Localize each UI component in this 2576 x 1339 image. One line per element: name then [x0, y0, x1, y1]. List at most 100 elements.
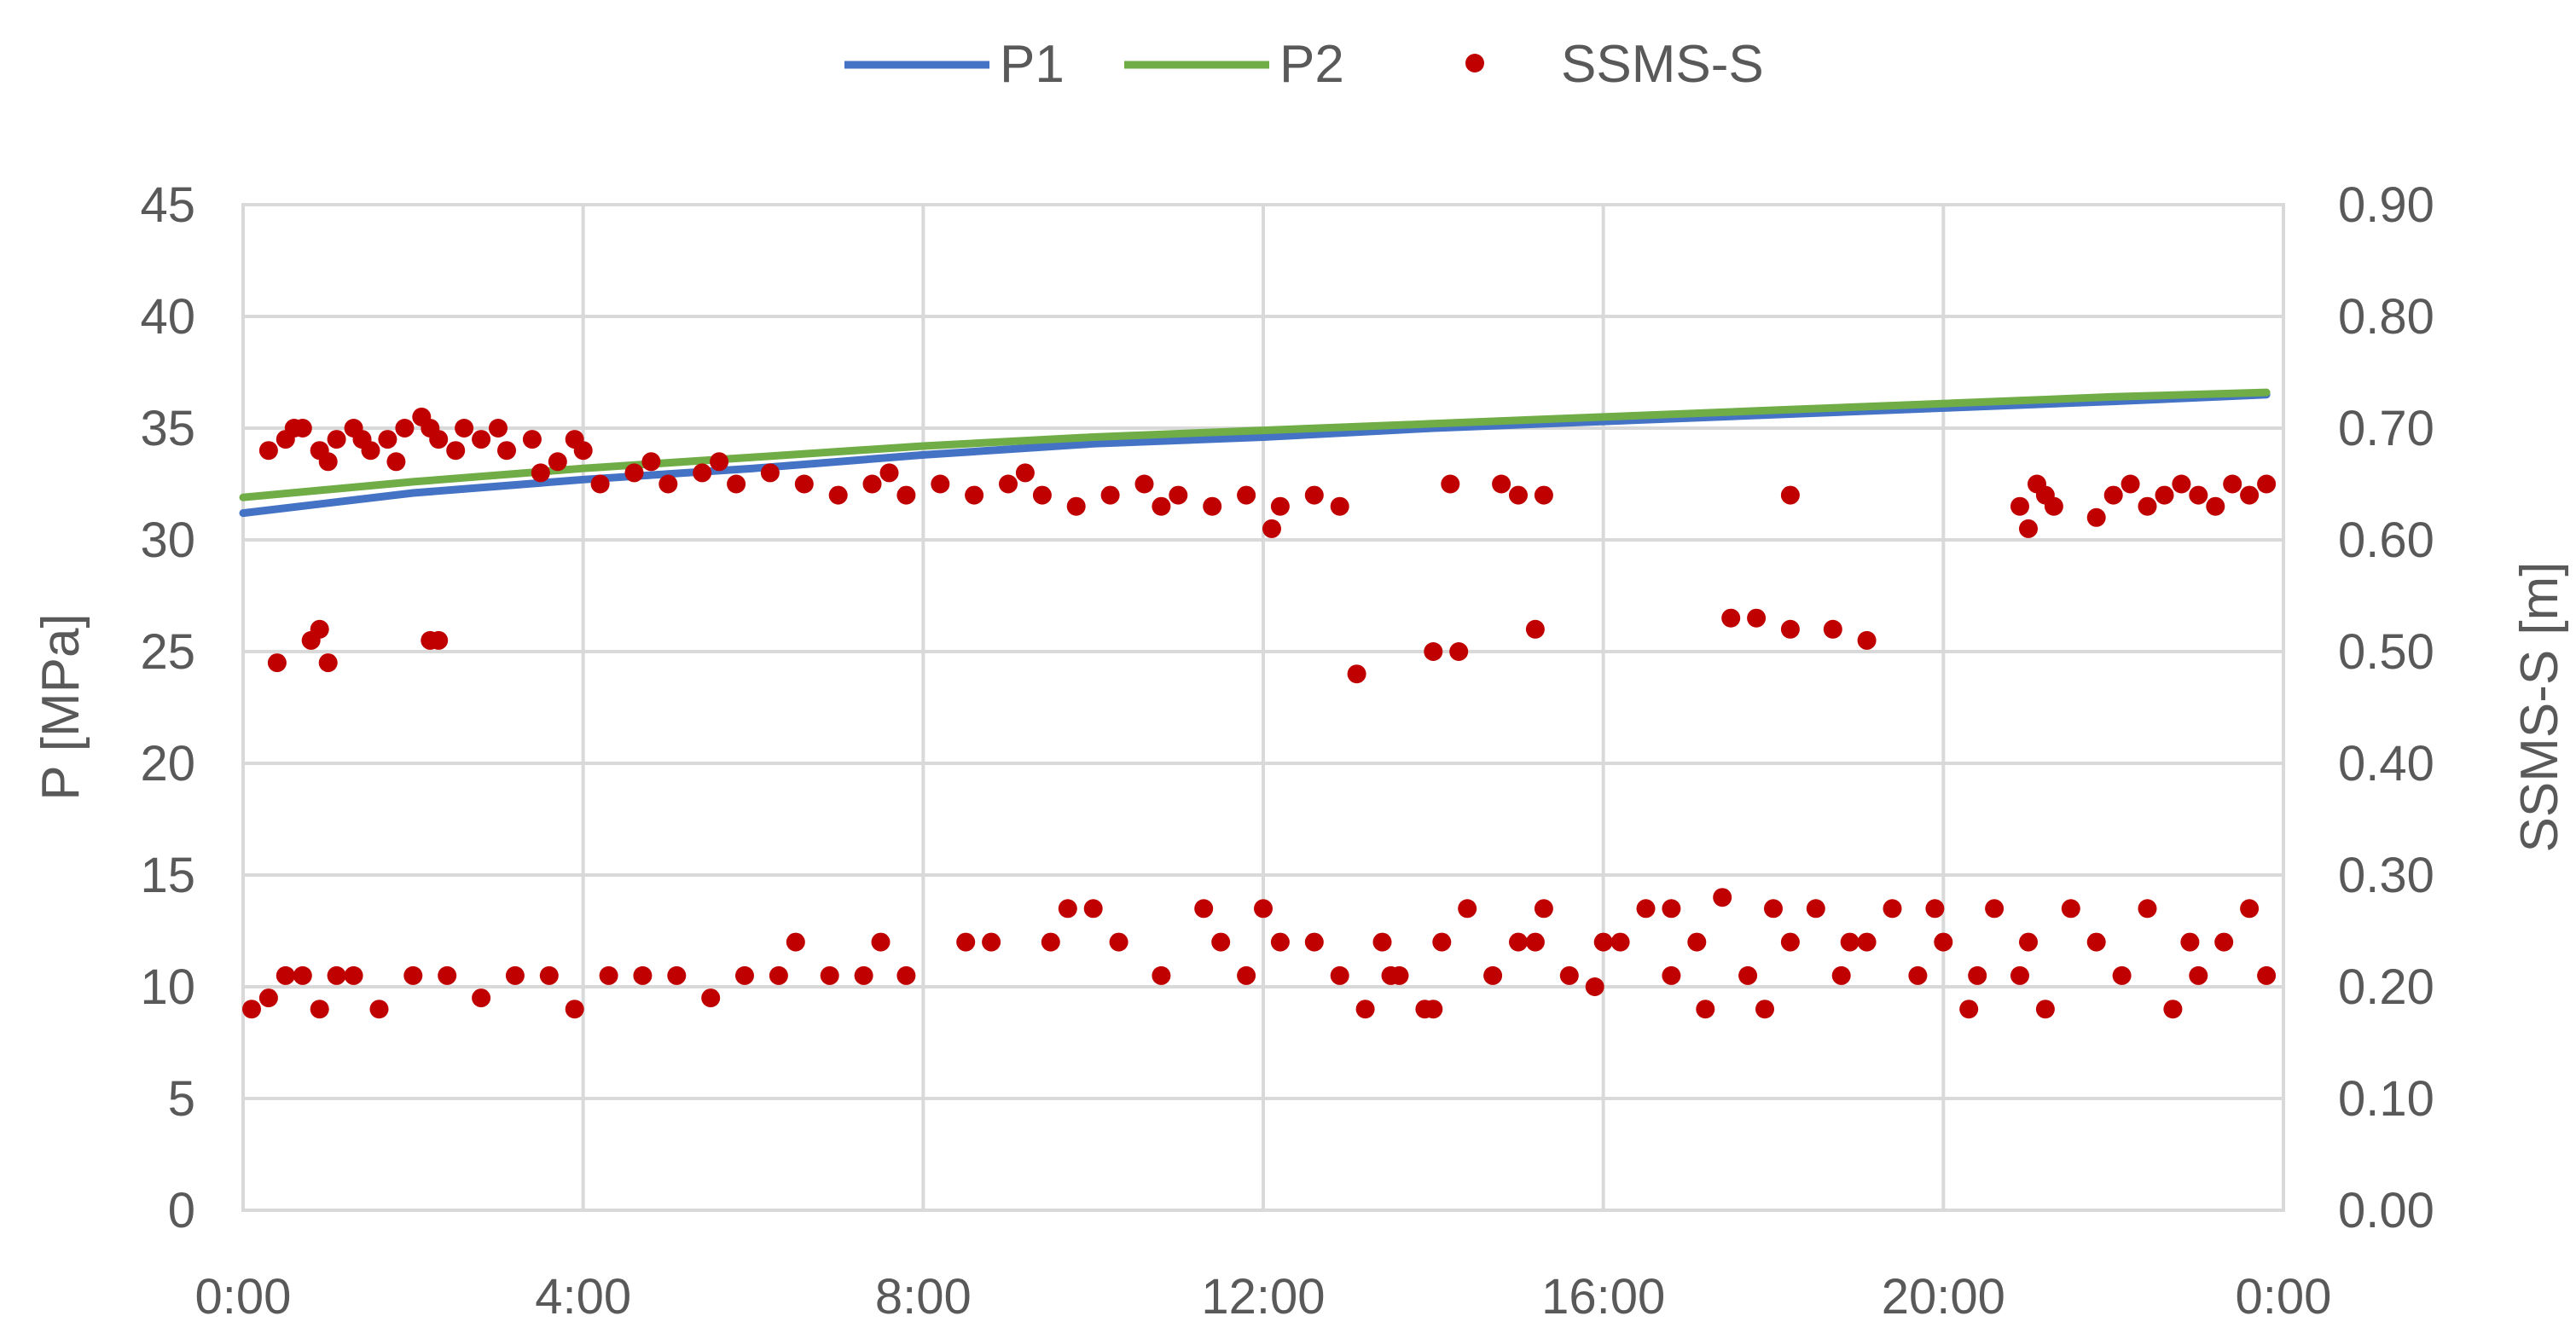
series-ssms-s-point: [2086, 507, 2106, 527]
series-ssms-s-point: [896, 965, 916, 985]
series-ssms-s-point: [310, 1000, 329, 1019]
series-ssms-s-point: [1806, 899, 1825, 919]
series-ssms-s-point: [956, 932, 976, 952]
series-ssms-s-point: [1211, 932, 1231, 952]
series-ssms-s-point: [854, 965, 873, 985]
series-ssms-s-point: [2086, 932, 2106, 952]
series-ssms-s-point: [1066, 496, 1086, 516]
series-ssms-s-point: [1662, 965, 1681, 985]
series-ssms-s-point: [1959, 1000, 1979, 1019]
y-left-tick-label: 30: [140, 513, 195, 568]
series-ssms-s-point: [1934, 932, 1953, 952]
series-ssms-s-point: [1134, 474, 1154, 494]
series-ssms-s-point: [2189, 965, 2208, 985]
series-ssms-s-point: [701, 988, 721, 1008]
series-ssms-s-point: [896, 485, 916, 505]
series-ssms-s-point: [2240, 899, 2260, 919]
series-ssms-s-point: [378, 430, 397, 449]
series-ssms-s-point: [2257, 474, 2277, 494]
series-ssms-s-point: [1194, 899, 1214, 919]
series-ssms-s-point: [727, 474, 746, 494]
series-ssms-s-point: [1985, 899, 2005, 919]
y-left-tick-label: 15: [140, 848, 195, 903]
series-ssms-s-point: [1237, 485, 1256, 505]
series-ssms-s-point: [284, 419, 304, 438]
legend-ssms-marker: [1465, 54, 1484, 72]
series-ssms-s-point: [2180, 932, 2200, 952]
y-left-tick-label: 20: [140, 736, 195, 791]
series-ssms-s-point: [641, 452, 661, 472]
series-ssms-s-point: [1152, 496, 1171, 516]
series-ssms-s-point: [1908, 965, 1928, 985]
x-tick-label: 16:00: [1541, 1269, 1665, 1325]
series-ssms-s-point: [659, 474, 678, 494]
series-ssms-s-point: [2163, 1000, 2183, 1019]
series-ssms-s-point: [1721, 608, 1741, 628]
series-ssms-s-point: [1304, 932, 1324, 952]
series-ssms-s-point: [1109, 932, 1128, 952]
series-ssms-s-point: [1347, 664, 1366, 684]
series-ssms-s-point: [429, 630, 449, 650]
series-ssms-s-point: [1883, 899, 1902, 919]
series-ssms-s-point: [2138, 899, 2157, 919]
series-ssms-s-point: [1432, 932, 1452, 952]
series-ssms-s-point: [965, 485, 984, 505]
series-ssms-s-point: [599, 965, 618, 985]
series-ssms-s-point: [862, 474, 882, 494]
x-tick-label: 4:00: [535, 1269, 631, 1325]
series-ssms-s-point: [2035, 1000, 2055, 1019]
series-ssms-s-point: [548, 452, 567, 472]
y-right-tick-label: 0.80: [2338, 289, 2434, 345]
series-p1-line: [239, 391, 2271, 518]
series-ssms-s-point: [1441, 474, 1460, 494]
series-ssms-s-point: [2019, 519, 2038, 538]
series-ssms-s-point: [2019, 932, 2038, 952]
series-ssms-s-point: [693, 463, 712, 483]
series-ssms-s-point: [1857, 630, 1877, 650]
series-ssms-s-point: [472, 988, 491, 1008]
series-ssms-s-point: [999, 474, 1018, 494]
x-tick-label: 12:00: [1201, 1269, 1325, 1325]
legend: P1 P2 SSMS-S: [844, 35, 1764, 94]
y-left-tick-label: 35: [140, 401, 195, 456]
x-tick-label: 0:00: [2236, 1269, 2332, 1325]
series-ssms-s-point: [633, 965, 653, 985]
series-ssms-s-point: [735, 965, 754, 985]
series-ssms-s-point: [1840, 932, 1859, 952]
series-ssms-s-point: [786, 932, 805, 952]
x-tick-label: 20:00: [1882, 1269, 2005, 1325]
series-ssms-s-point: [2061, 899, 2080, 919]
series-ssms-s-point: [1780, 932, 1800, 952]
series-ssms-s-point: [710, 452, 729, 472]
series-ssms-s-point: [1687, 932, 1707, 952]
series-ssms-s-point: [1713, 888, 1732, 907]
series-ssms-s-point: [505, 965, 525, 985]
series-ssms-s-point: [1780, 485, 1800, 505]
series-ssms-s-point: [344, 965, 363, 985]
series-ssms-s-point: [1509, 485, 1528, 505]
series-ssms-s-point: [258, 988, 278, 1008]
series-ssms-s-point: [1509, 932, 1528, 952]
series-ssms-s-point: [931, 474, 950, 494]
series-ssms-s-point: [2121, 474, 2140, 494]
series-ssms-s-point: [1610, 932, 1630, 952]
series-ssms-s-point: [1585, 977, 1604, 996]
series-ssms-s-point: [1780, 619, 1800, 639]
series-ssms-s-point: [2206, 496, 2225, 516]
series-ssms-s-point: [794, 474, 814, 494]
series-ssms-s-point: [2044, 496, 2063, 516]
series-ssms-s-point: [2223, 474, 2242, 494]
series-ssms-s-point: [1492, 474, 1511, 494]
legend-ssms-label: SSMS-S: [1561, 35, 1764, 94]
y-right-tick-label: 0.00: [2338, 1183, 2434, 1238]
series-ssms-s-point: [1636, 899, 1656, 919]
series-ssms-s-point: [455, 419, 474, 438]
y-left-tick-label: 45: [140, 177, 195, 233]
series-ssms-s-point: [1015, 463, 1035, 483]
series-ssms-s-point: [472, 430, 491, 449]
series-ssms-s-point: [1968, 965, 1987, 985]
series-ssms-s-point: [403, 965, 423, 985]
series-ssms-s-point: [310, 619, 329, 639]
series-ssms-s-point: [327, 965, 346, 985]
